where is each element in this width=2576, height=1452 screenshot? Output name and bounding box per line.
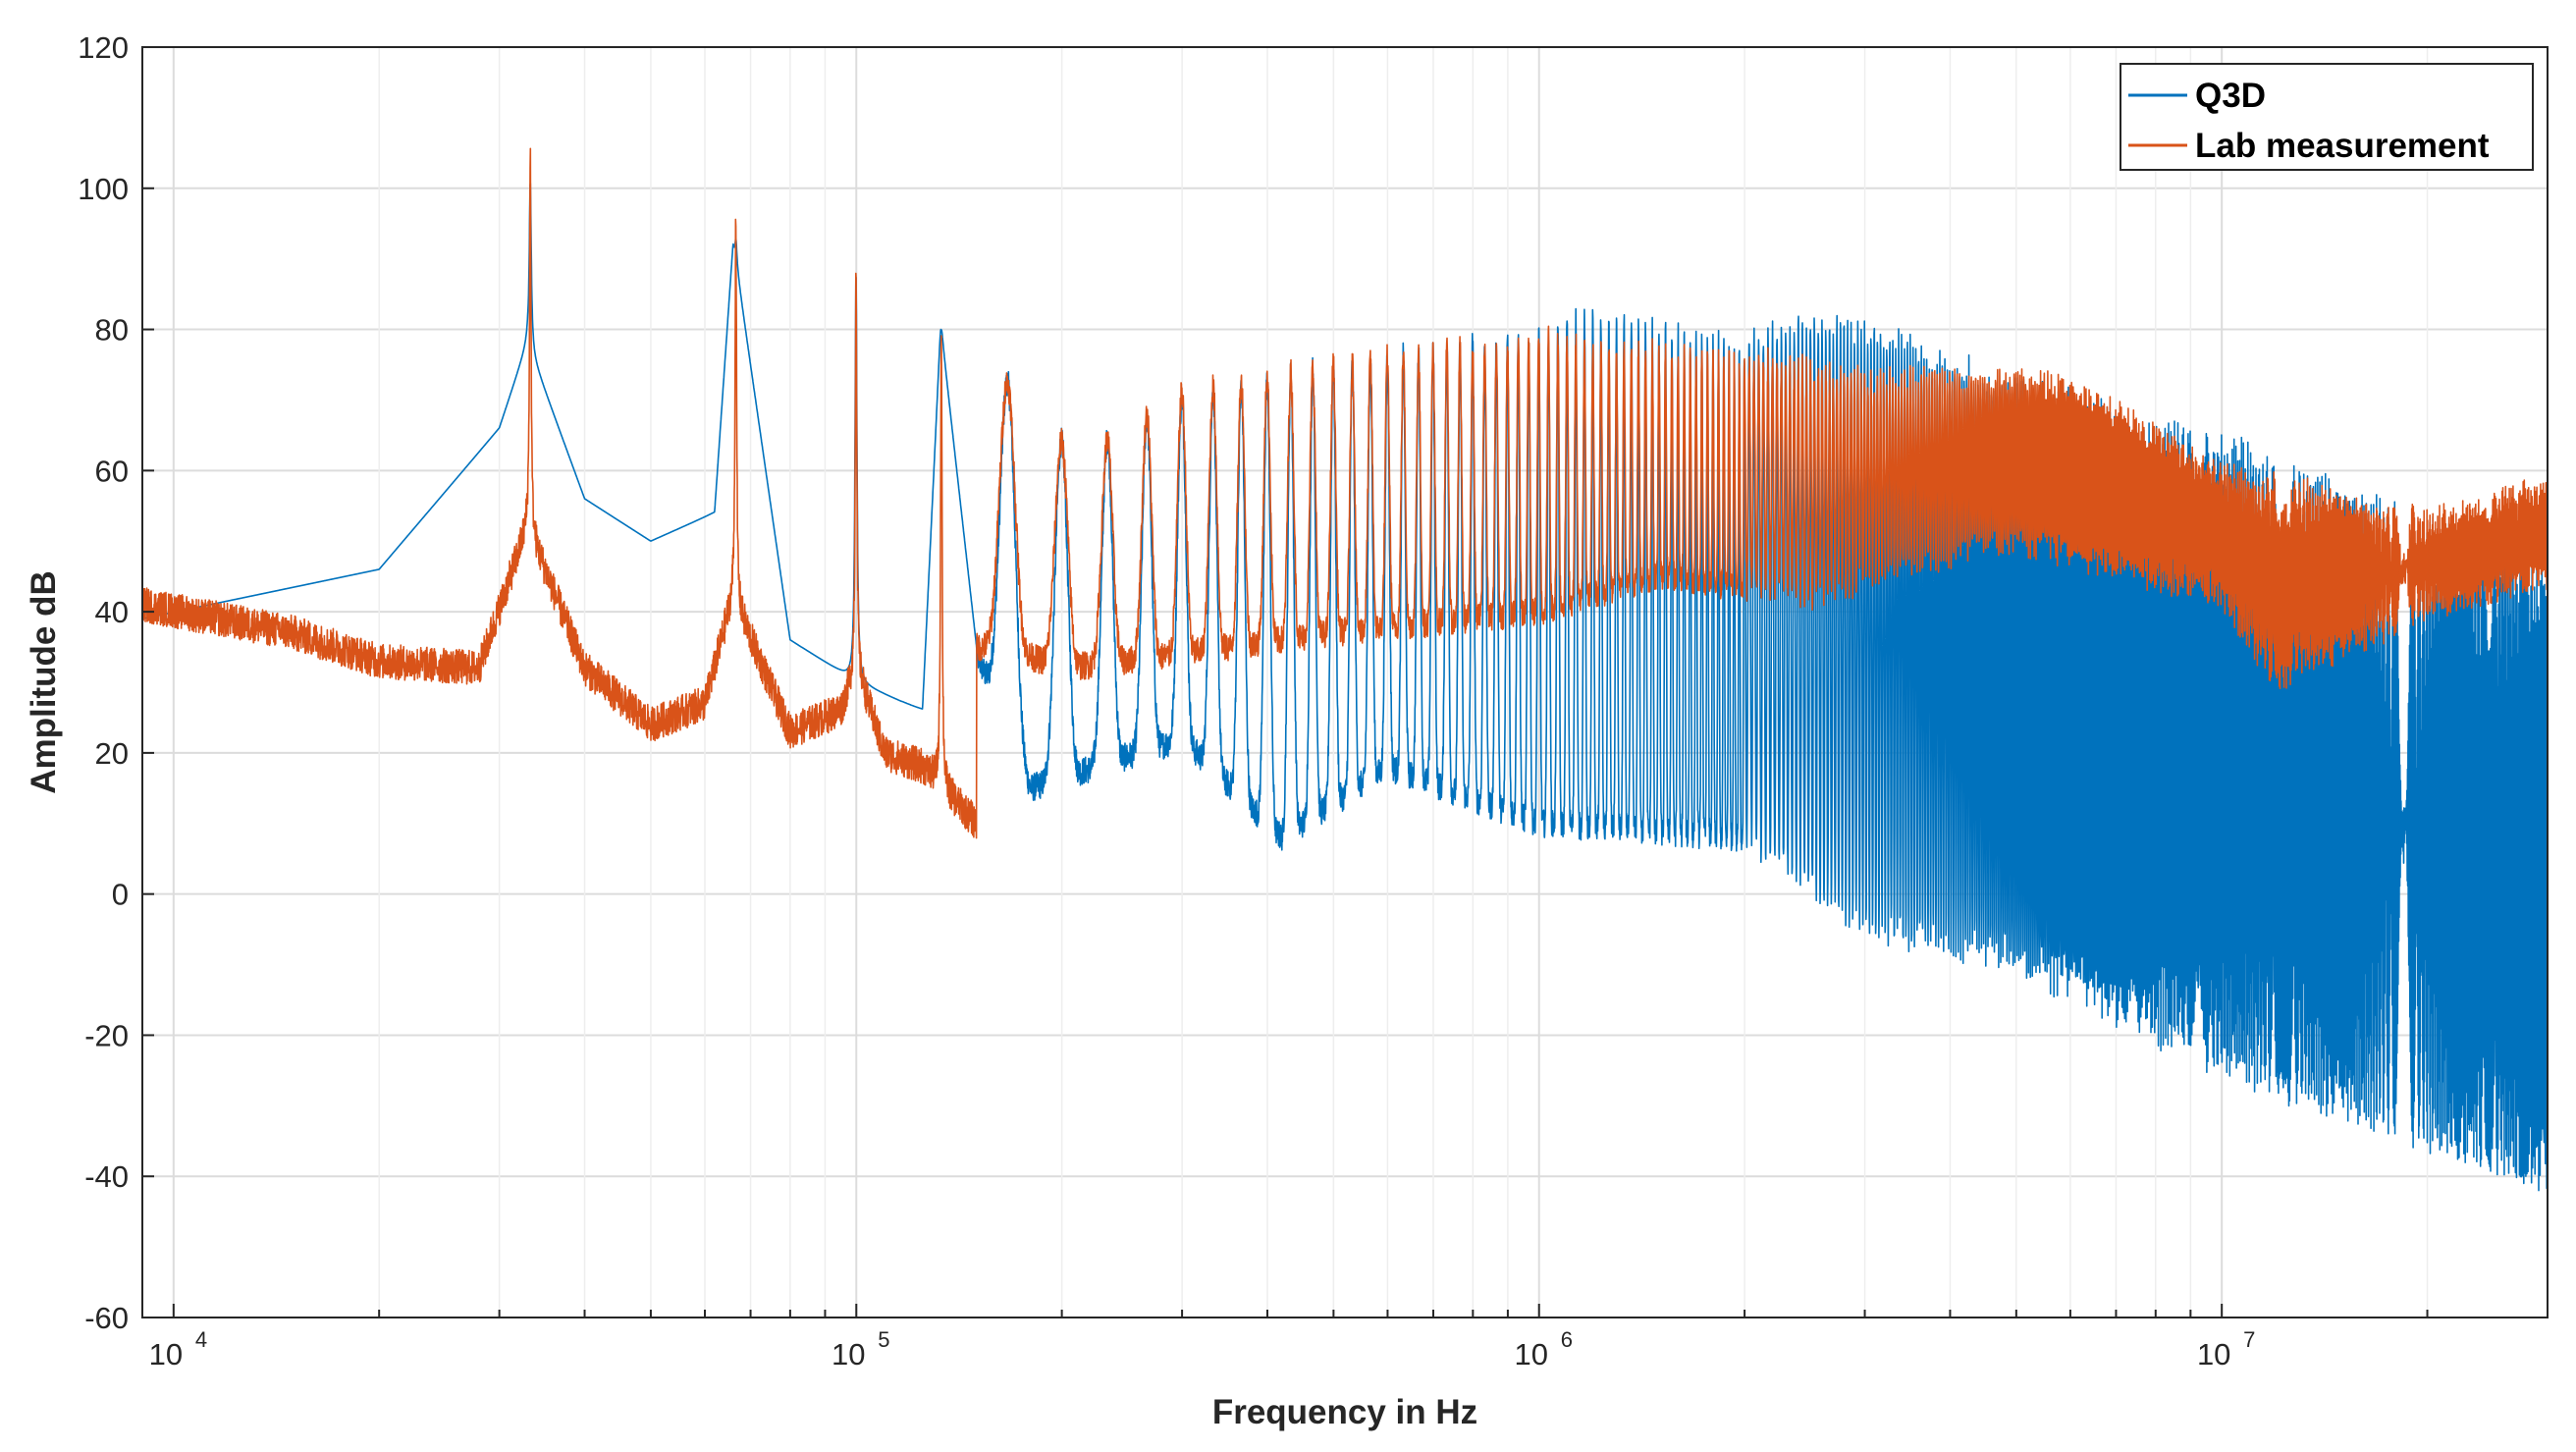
legend-label-lab-measurement: Lab measurement [2195,127,2490,165]
y-tick-label: -60 [84,1301,129,1335]
y-tick-label: 0 [112,878,129,912]
y-tick-label: -40 [84,1159,129,1194]
x-tick-label-exponent: 5 [878,1327,889,1352]
x-tick-label: 10 [832,1337,865,1371]
y-tick-label: 100 [78,172,129,206]
x-tick-label-exponent: 7 [2243,1327,2255,1352]
x-tick-label: 10 [1514,1337,1547,1371]
plot-frame [141,46,2549,1318]
y-tick-label: 80 [95,313,129,348]
series-line-lab-measurement [141,147,2549,839]
y-tick-label: 20 [95,736,129,771]
x-tick-label: 10 [149,1337,183,1371]
series-layer [141,147,2549,1192]
legend-label-q3d: Q3D [2195,77,2266,115]
ticks: -60 -40 -20 0 20 40 60 80 100 120 10 4 10 5 10 6 10 7 [78,30,2549,1371]
y-axis-label: Amplitude dB [25,570,63,793]
x-axis-label: Frequency in Hz [1212,1393,1477,1431]
x-tick-label-exponent: 6 [1561,1327,1573,1352]
y-tick-label: 40 [95,595,129,629]
x-tick-label-exponent: 4 [195,1327,207,1352]
x-tick-label: 10 [2197,1337,2230,1371]
y-tick-label: 60 [95,454,129,488]
y-tick-label: -20 [84,1018,129,1052]
legend: Q3D Lab measurement [2120,63,2534,171]
legend-box [2120,63,2534,171]
y-tick-label: 120 [78,30,129,65]
